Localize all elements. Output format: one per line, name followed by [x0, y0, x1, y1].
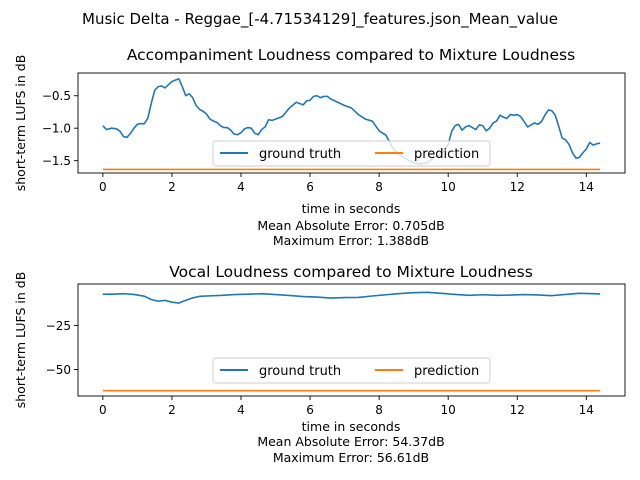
x-tick-label: 8: [375, 180, 383, 194]
legend-label-prediction: prediction: [414, 147, 479, 162]
chart-title: Vocal Loudness compared to Mixture Loudn…: [169, 263, 533, 281]
legend-label-ground-truth: ground truth: [259, 364, 341, 379]
x-tick-label: 12: [510, 403, 525, 417]
x-tick-label: 4: [237, 180, 245, 194]
x-tick-label: 0: [99, 403, 107, 417]
series-line-ground-truth: [102, 291, 601, 304]
y-axis: −1.5 −1.0 −0.5: [42, 89, 78, 168]
y-axis-label: short-term LUFS in dB: [13, 272, 28, 409]
x-tick-label: 4: [237, 403, 245, 417]
plot-marks: [102, 291, 601, 392]
mean-absolute-error: Mean Absolute Error: 54.37dB: [257, 434, 444, 449]
chart-panel-vocal: Vocal Loudness compared to Mixture Loudn…: [13, 263, 626, 465]
legend-label-ground-truth: ground truth: [259, 147, 341, 162]
plot-frame: [77, 283, 626, 397]
x-tick-label: 6: [306, 403, 314, 417]
x-axis-label: time in seconds: [302, 201, 401, 216]
x-axis-label: time in seconds: [302, 419, 401, 434]
y-tick-label: −50: [46, 363, 71, 377]
y-tick-label: −0.5: [42, 89, 71, 103]
legend-box: [212, 140, 491, 167]
y-tick-label: −1.0: [42, 122, 71, 136]
y-tick-label: −25: [46, 319, 71, 333]
mean-absolute-error: Mean Absolute Error: 0.705dB: [257, 218, 444, 233]
y-axis-label: short-term LUFS in dB: [13, 55, 28, 192]
chart-panel-accompaniment: Accompaniment Loudness compared to Mixtu…: [13, 46, 626, 248]
y-axis: −50 −25: [46, 319, 78, 377]
x-tick-label: 10: [441, 180, 456, 194]
x-tick-label: 0: [99, 180, 107, 194]
figure-suptitle: Music Delta - Reggae_[-4.71534129]_featu…: [82, 10, 558, 29]
x-tick-label: 12: [510, 180, 525, 194]
maximum-error: Maximum Error: 1.388dB: [273, 233, 429, 248]
x-tick-label: 14: [579, 180, 594, 194]
plot-frame: [77, 72, 626, 174]
series-line-ground-truth: [102, 78, 601, 165]
chart-title: Accompaniment Loudness compared to Mixtu…: [127, 46, 575, 64]
x-tick-label: 8: [375, 403, 383, 417]
x-tick-label: 2: [168, 403, 176, 417]
x-axis: 0 2 4 6 8 10 12 14: [99, 173, 594, 194]
x-tick-label: 6: [306, 180, 314, 194]
x-tick-label: 2: [168, 180, 176, 194]
y-tick-label: −1.5: [42, 154, 71, 168]
x-tick-label: 14: [579, 403, 594, 417]
legend-box: [212, 357, 491, 384]
plot-marks: [102, 78, 601, 171]
maximum-error: Maximum Error: 56.61dB: [273, 450, 429, 465]
legend: ground truth prediction: [212, 140, 491, 167]
x-axis: 0 2 4 6 8 10 12 14: [99, 396, 594, 417]
x-tick-label: 10: [441, 403, 456, 417]
legend-label-prediction: prediction: [414, 364, 479, 379]
legend: ground truth prediction: [212, 357, 491, 384]
